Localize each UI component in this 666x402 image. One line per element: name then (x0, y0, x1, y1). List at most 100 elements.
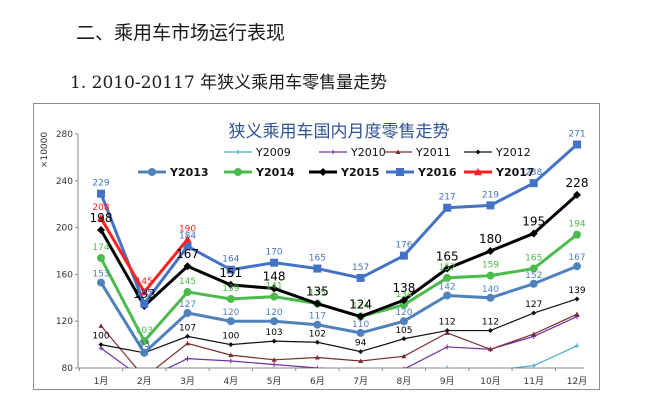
data-point (228, 352, 234, 358)
data-label: 134 (395, 290, 412, 300)
x-tick-label: 9月 (440, 376, 455, 387)
data-label: 157 (439, 263, 456, 273)
data-point (271, 338, 277, 344)
data-label: 112 (439, 318, 456, 328)
data-label: 140 (482, 285, 499, 295)
data-label: 165 (436, 250, 459, 264)
legend-label: Y2013 (169, 166, 209, 179)
data-point (226, 265, 235, 274)
series-y2009 (441, 343, 580, 368)
data-point (573, 262, 581, 271)
data-label: 145 (136, 277, 153, 287)
legend-marker (148, 168, 156, 176)
legend-marker (235, 149, 241, 155)
data-label: 170 (265, 248, 282, 258)
data-point (399, 317, 408, 326)
data-label: 135 (136, 289, 153, 299)
data-point (399, 296, 408, 305)
y-tick-label: 200 (56, 224, 73, 234)
legend-item-y2012: Y2012 (464, 146, 531, 159)
data-label: 176 (395, 241, 412, 251)
data-label: 142 (439, 282, 456, 292)
legend-marker (234, 168, 242, 176)
data-point (183, 287, 192, 296)
series-line (99, 193, 578, 319)
data-point (97, 278, 105, 287)
data-point (314, 339, 320, 345)
series-line (100, 298, 578, 354)
legend-marker (475, 149, 481, 155)
data-label: 165 (525, 254, 542, 264)
data-label: 271 (568, 130, 585, 140)
legend-label: Y2014 (255, 166, 295, 179)
data-point (314, 354, 320, 360)
legend-label: Y2015 (340, 166, 380, 179)
data-point (226, 294, 235, 303)
series-y2015 (97, 190, 581, 321)
data-point (228, 358, 234, 364)
data-point (98, 342, 104, 348)
data-point (487, 328, 493, 334)
x-tick-label: 1月 (94, 376, 109, 387)
data-label: 94 (355, 339, 367, 349)
legend-item-y2014: Y2014 (224, 166, 295, 179)
data-label: 141 (265, 282, 282, 292)
x-tick-label: 6月 (310, 376, 325, 387)
data-label: 145 (179, 277, 196, 287)
data-point (573, 230, 581, 239)
data-label: 153 (92, 270, 109, 280)
y-tick-label: 160 (56, 270, 73, 280)
legend-label: Y2012 (495, 146, 531, 159)
data-label: 228 (566, 176, 589, 190)
data-label: 165 (309, 254, 326, 264)
data-point (97, 189, 105, 198)
data-label: 120 (265, 308, 282, 318)
data-label: 120 (222, 308, 239, 318)
data-point (356, 273, 365, 282)
data-point (313, 299, 322, 308)
series-line (100, 313, 578, 368)
data-point (270, 292, 279, 301)
data-point (401, 336, 407, 342)
series-line (441, 345, 578, 368)
data-point (531, 331, 537, 337)
section-heading: 二、乘用车市场运行表现 (76, 22, 286, 44)
data-point (444, 328, 450, 334)
legend-item-y2013: Y2013 (138, 166, 209, 179)
data-point (531, 310, 537, 316)
chart-title: 狭义乘用车国内月度零售走势 (229, 122, 450, 142)
data-point (574, 296, 580, 302)
legend-label: Y2016 (417, 166, 457, 179)
legend-marker (396, 168, 404, 176)
legend-marker (474, 168, 482, 176)
data-label: 167 (568, 253, 585, 263)
data-label: 198 (90, 211, 113, 225)
sub-heading: 1. 2010-20117 年狭义乘用车零售量走势 (70, 73, 388, 93)
data-label: 238 (525, 168, 542, 178)
data-point (97, 214, 105, 222)
chart-container: 狭义乘用车国内月度零售走势 80 120 160 200 240 280 ×10000 1月 2… (33, 103, 600, 390)
legend-label: Y2011 (415, 146, 451, 159)
data-label: 229 (92, 179, 109, 189)
data-point (358, 349, 364, 355)
chart-axes: 80 120 160 200 240 280 ×10000 1月 2月 3月 4月 5月 6月 7月 8月 9… (40, 130, 587, 387)
data-label: 159 (482, 261, 499, 271)
data-label: 135 (306, 285, 329, 299)
legend-marker (395, 149, 401, 154)
x-tick-label: 7月 (353, 376, 368, 387)
legend-label: Y2009 (255, 146, 291, 159)
data-label: 219 (482, 190, 499, 200)
data-point (183, 309, 192, 318)
x-tick-label: 8月 (397, 376, 412, 387)
data-label: 174 (92, 243, 109, 253)
data-point (226, 317, 235, 326)
data-label: 93 (139, 340, 150, 350)
data-label: 102 (309, 329, 326, 339)
x-tick-label: 12月 (567, 376, 587, 387)
data-label: 127 (525, 300, 542, 310)
data-point (313, 320, 322, 329)
data-label: 157 (352, 263, 369, 273)
data-label: 120 (395, 308, 412, 318)
series-y2013 (97, 262, 581, 357)
data-label: 167 (176, 247, 199, 261)
